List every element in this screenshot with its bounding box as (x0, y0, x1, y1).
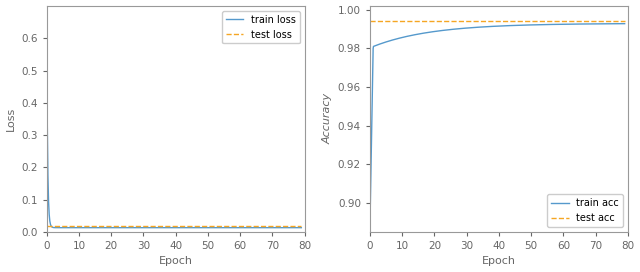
Y-axis label: Accuracy: Accuracy (323, 93, 332, 144)
train loss (236, 226, 244, 229)
test loss (43, 224, 51, 228)
test acc (586, 20, 593, 23)
test acc (559, 20, 567, 23)
Line: train acc: train acc (370, 24, 625, 226)
train acc (586, 22, 593, 26)
train acc (366, 224, 374, 228)
test acc (514, 20, 522, 23)
Legend: train loss, test loss: train loss, test loss (222, 11, 300, 44)
X-axis label: Epoch: Epoch (482, 256, 516, 267)
test acc (521, 20, 529, 23)
test acc (621, 20, 628, 23)
test acc (366, 20, 374, 23)
train loss (58, 226, 66, 229)
test loss (58, 224, 66, 228)
train loss (81, 226, 88, 229)
train acc (529, 23, 536, 27)
train loss (191, 226, 198, 229)
test acc (381, 20, 389, 23)
train acc (514, 24, 522, 27)
train acc (559, 23, 567, 26)
train acc (621, 22, 628, 25)
train loss (298, 226, 305, 229)
train loss (198, 226, 205, 229)
test loss (205, 224, 212, 228)
train loss (262, 226, 270, 229)
train acc (521, 23, 529, 27)
test loss (191, 224, 198, 228)
train acc (381, 41, 389, 44)
test acc (529, 20, 536, 23)
test loss (298, 224, 305, 228)
train loss (43, 17, 51, 20)
X-axis label: Epoch: Epoch (159, 256, 193, 267)
train loss (205, 226, 213, 229)
Line: train loss: train loss (47, 19, 301, 228)
test loss (262, 224, 270, 228)
test loss (197, 224, 205, 228)
test loss (236, 224, 244, 228)
Legend: train acc, test acc: train acc, test acc (547, 194, 623, 227)
Y-axis label: Loss: Loss (6, 107, 15, 131)
